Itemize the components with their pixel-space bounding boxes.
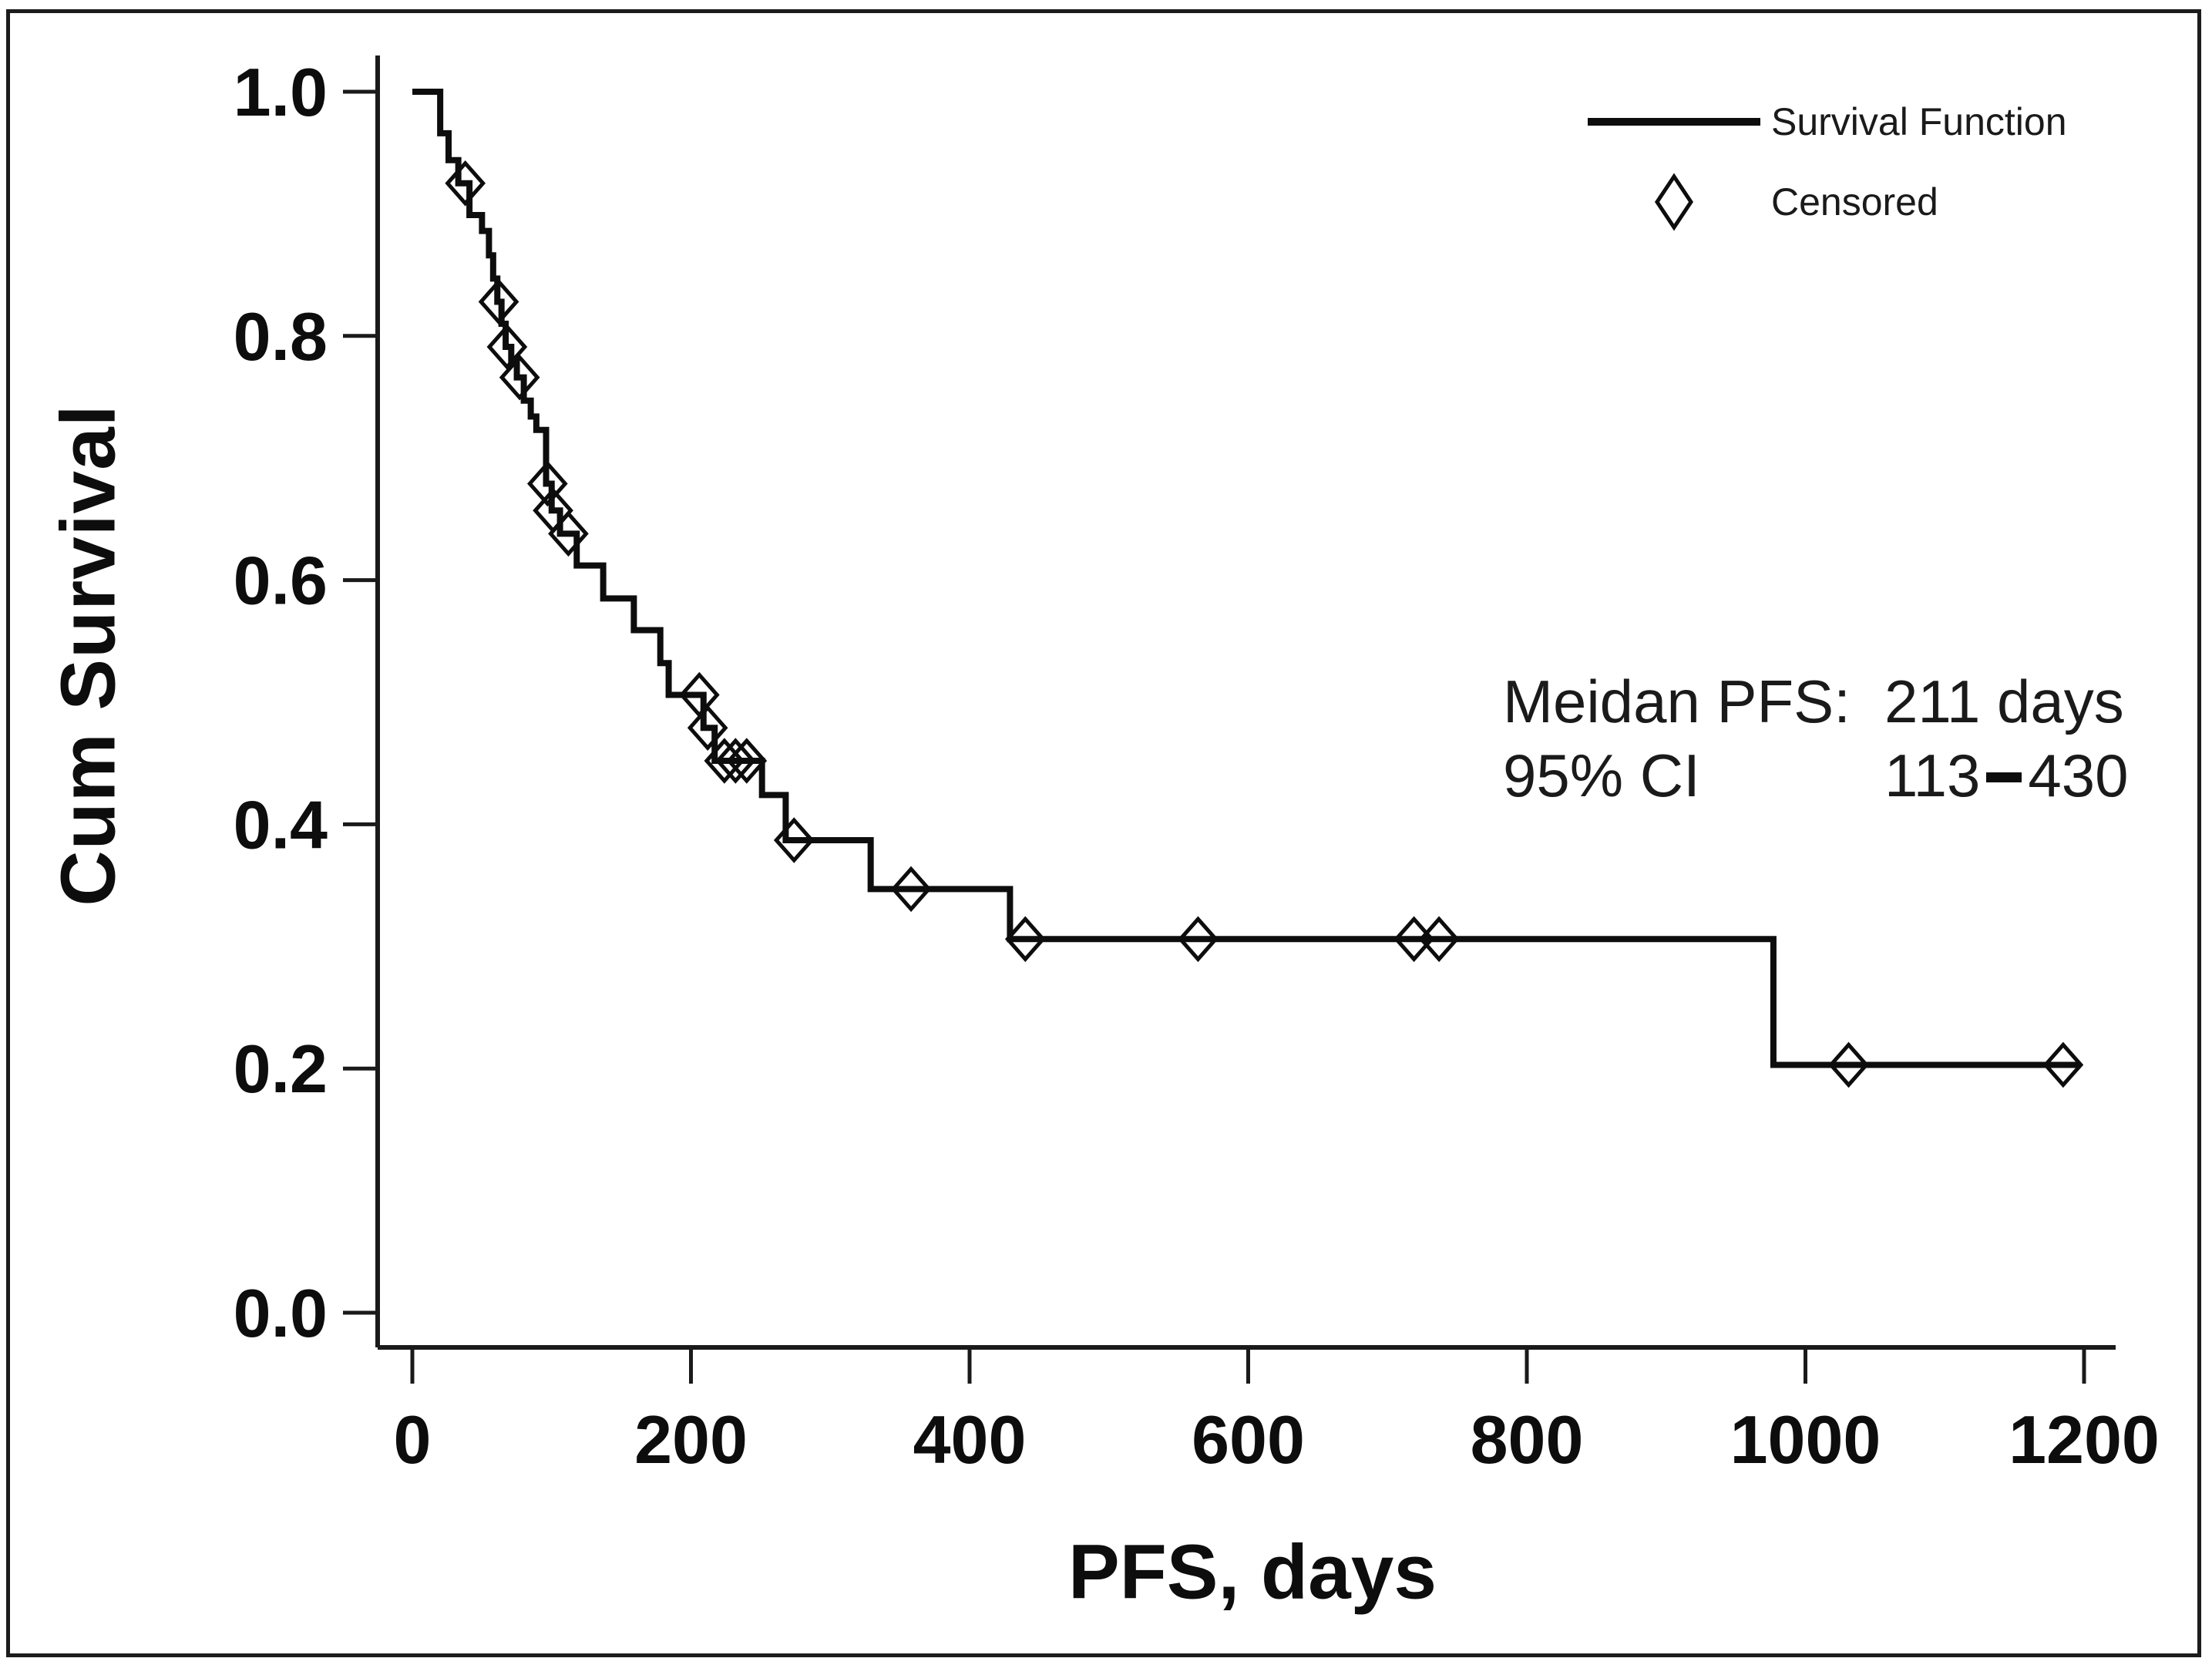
censored-marker <box>478 278 519 325</box>
x-tick-label: 400 <box>913 1401 1027 1478</box>
censored-marker <box>1418 916 1460 963</box>
censored-marker <box>1828 1041 1869 1088</box>
x-tick-label: 200 <box>634 1401 748 1478</box>
legend-censored-label: Censored <box>1771 180 1938 224</box>
y-axis-title: Cum Survival <box>45 404 132 906</box>
censored-diamond-icon <box>1577 172 1771 232</box>
y-tick-label: 0.8 <box>234 298 328 375</box>
median-pfs-label: Meidan PFS: <box>1503 668 1851 735</box>
censored-marker <box>499 354 540 401</box>
y-tick-label: 1.0 <box>234 54 328 130</box>
legend-row-censored: Censored <box>1577 162 2067 242</box>
x-tick-label: 0 <box>394 1401 432 1478</box>
ci-value: 113 430 <box>1884 738 2129 812</box>
y-tick-label: 0.4 <box>234 786 328 863</box>
x-tick-label: 600 <box>1192 1401 1305 1478</box>
legend-row-survival: Survival Function <box>1577 82 2067 162</box>
x-axis-title: PFS, days <box>1068 1529 1437 1616</box>
censored-marker <box>715 738 756 784</box>
x-tick-label: 1200 <box>2009 1401 2160 1478</box>
y-tick-label: 0.2 <box>234 1031 328 1107</box>
censored-marker <box>548 510 589 557</box>
censored-marker <box>726 738 768 784</box>
figure-border <box>6 9 2201 1657</box>
y-tick-label: 0.6 <box>234 543 328 619</box>
legend: Survival Function Censored <box>1577 82 2067 242</box>
y-tick-label: 0.0 <box>234 1275 328 1351</box>
legend-survival-label: Survival Function <box>1771 100 2067 143</box>
censored-marker <box>526 460 568 507</box>
ci-low: 113 <box>1884 742 1981 809</box>
censored-marker <box>1178 916 1219 963</box>
censored-marker <box>486 324 528 370</box>
ci-label: 95% CI <box>1503 742 1700 809</box>
x-tick-label: 800 <box>1471 1401 1584 1478</box>
x-tick-label: 1000 <box>1730 1401 1881 1478</box>
censored-marker <box>890 866 932 913</box>
median-pfs-row: Meidan PFS: 211 days <box>1503 664 2129 738</box>
censored-marker <box>773 817 815 863</box>
stats-annotation: Meidan PFS: 211 days 95% CI 113 430 <box>1503 664 2129 812</box>
censored-marker <box>2042 1041 2084 1088</box>
ci-high: 430 <box>2028 742 2129 809</box>
survival-line-icon <box>1577 118 1771 126</box>
censored-marker <box>445 160 486 207</box>
censored-marker <box>1004 916 1046 963</box>
median-pfs-value: 211 days <box>1884 668 2124 735</box>
ci-dash <box>1986 772 2022 782</box>
confidence-interval-row: 95% CI 113 430 <box>1503 738 2129 812</box>
censored-marker <box>687 705 728 752</box>
